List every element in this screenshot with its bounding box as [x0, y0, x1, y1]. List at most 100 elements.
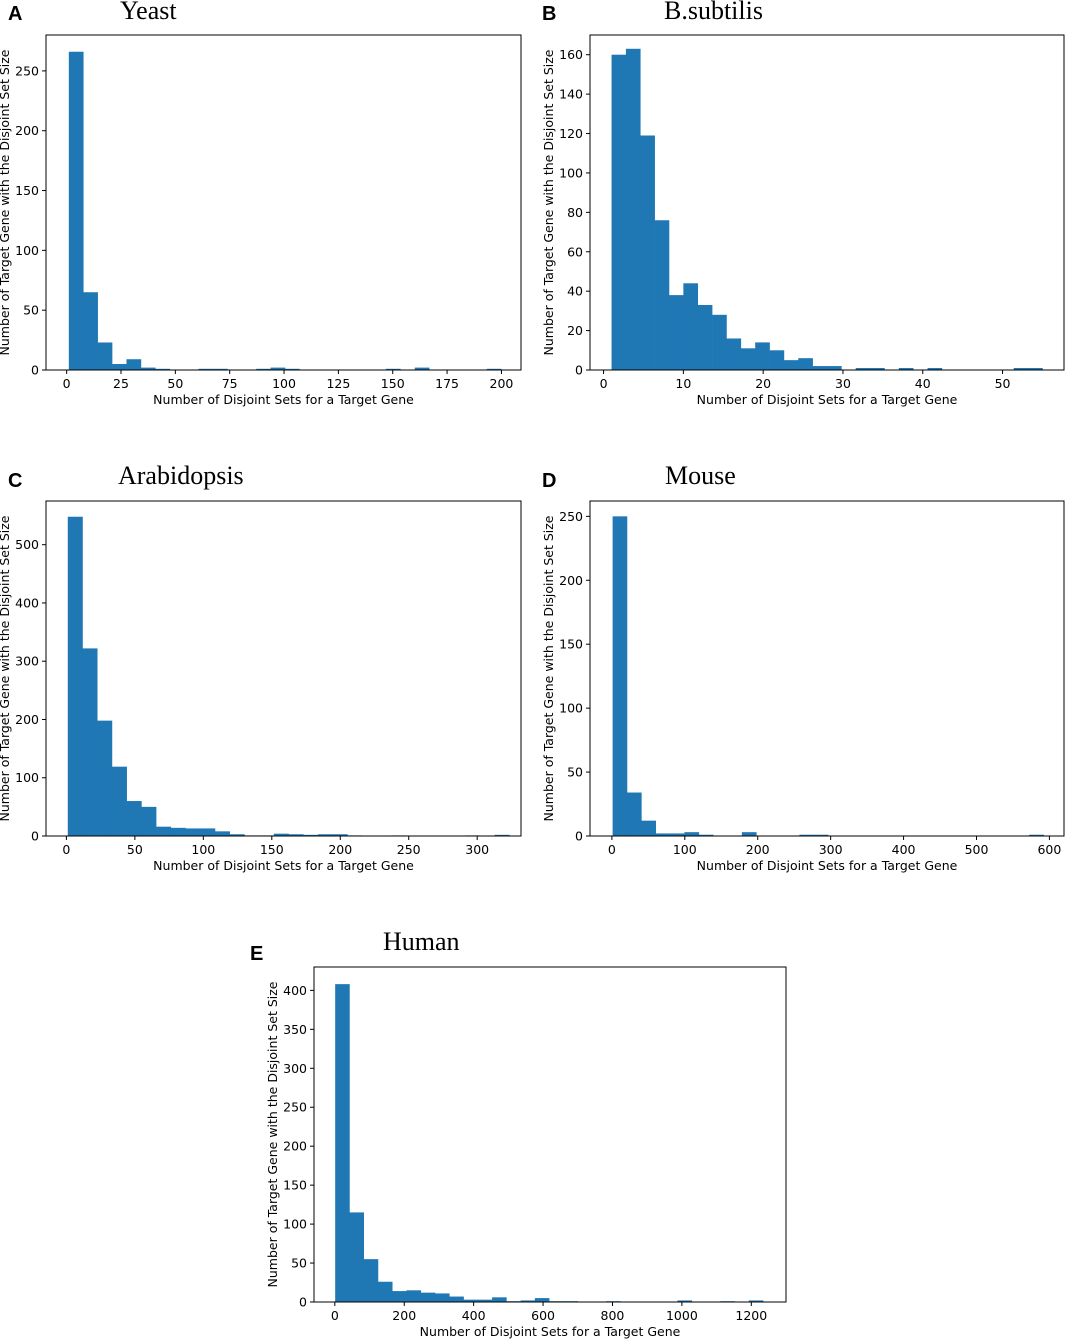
- panel-letter: E: [250, 943, 263, 965]
- x-axis-label: Number of Disjoint Sets for a Target Gen…: [697, 858, 958, 873]
- histogram-bar: [214, 831, 230, 836]
- histogram-bar: [198, 368, 214, 370]
- y-tick-label: 50: [567, 765, 583, 780]
- plot-frame: [45, 34, 522, 371]
- x-tick-label: 100: [673, 842, 697, 857]
- x-tick-label: 125: [326, 376, 350, 391]
- x-tick-label: 50: [995, 376, 1011, 391]
- x-tick-label: 500: [965, 842, 989, 857]
- histogram-bar: [748, 1300, 764, 1302]
- x-tick-label: 175: [435, 376, 459, 391]
- histogram-bar: [303, 834, 319, 836]
- histogram-bars: [611, 48, 1043, 371]
- x-tick-label: 10: [675, 376, 691, 391]
- y-tick-label: 400: [283, 983, 307, 998]
- histogram-bar: [534, 1298, 550, 1302]
- x-tick-label: 50: [127, 842, 143, 857]
- histogram-bar: [870, 368, 885, 370]
- histogram-bar: [392, 1291, 407, 1302]
- y-tick-label: 500: [15, 537, 39, 552]
- y-axis-label: Number of Target Gene with the Disjoint …: [0, 49, 12, 355]
- histogram-bar: [612, 516, 628, 836]
- histogram-bar: [697, 304, 713, 370]
- y-axis-label: Number of Target Gene with the Disjoint …: [541, 49, 556, 355]
- x-tick-label: 0: [600, 376, 608, 391]
- histogram-bar: [726, 338, 742, 370]
- y-tick-label: 100: [283, 1217, 307, 1232]
- y-axis-label: Number of Target Gene with the Disjoint …: [0, 515, 12, 821]
- histogram-bar: [463, 1299, 479, 1302]
- histogram-bar: [140, 367, 156, 370]
- histogram-bar: [677, 1300, 693, 1302]
- histogram-bar: [285, 368, 300, 370]
- y-axis-label: Number of Target Gene with the Disjoint …: [541, 515, 556, 821]
- x-tick-label: 1200: [735, 1308, 767, 1323]
- y-tick-label: 160: [559, 47, 583, 62]
- x-tick-label: 50: [167, 376, 183, 391]
- y-tick-label: 150: [283, 1178, 307, 1193]
- y-tick-label: 300: [15, 654, 39, 669]
- histogram-bar: [486, 368, 502, 370]
- histogram-bar: [683, 283, 699, 370]
- histogram-bar: [406, 1290, 422, 1302]
- y-tick-label: 120: [559, 126, 583, 141]
- x-tick-label: 25: [113, 376, 129, 391]
- y-tick-label: 350: [283, 1022, 307, 1037]
- y-tick-label: 200: [15, 123, 39, 138]
- histogram-bar: [67, 516, 83, 836]
- y-tick-label: 20: [567, 323, 583, 338]
- histogram-bar: [273, 833, 289, 836]
- y-tick-label: 100: [559, 701, 583, 716]
- histogram-bar: [126, 801, 142, 836]
- histogram-bar: [449, 1296, 464, 1302]
- histogram-bar: [740, 348, 756, 370]
- histogram-bar: [256, 368, 271, 370]
- y-tick-label: 60: [567, 244, 583, 259]
- histogram-bar: [377, 1281, 393, 1302]
- chart-panel-c: 0 50 100 150 200 250 3000100200300400500Number…: [0, 461, 522, 873]
- histogram-bar: [611, 54, 627, 371]
- histogram-bar: [1029, 834, 1044, 836]
- histogram-bar: [712, 314, 727, 370]
- histogram-bar: [477, 1299, 493, 1302]
- histogram-bar: [349, 1212, 364, 1302]
- histogram-bar: [670, 833, 685, 836]
- x-tick-label: 600: [1037, 842, 1061, 857]
- x-tick-label: 75: [222, 376, 238, 391]
- panel-title: B.subtilis: [664, 0, 763, 25]
- x-tick-label: 300: [465, 842, 489, 857]
- x-tick-label: 300: [819, 842, 843, 857]
- x-tick-label: 100: [272, 376, 296, 391]
- y-tick-label: 200: [283, 1139, 307, 1154]
- histogram-bar: [813, 834, 829, 836]
- histogram-bar: [288, 834, 304, 836]
- histogram-bar: [200, 828, 216, 836]
- histogram-bar: [155, 368, 171, 370]
- panel-title: Mouse: [665, 461, 736, 490]
- x-tick-label: 0: [63, 376, 71, 391]
- histogram-bar: [1013, 368, 1029, 370]
- chart-panel-a: 0 25 50 75 100 125 150 175 200050100150200250Num…: [0, 0, 522, 407]
- histogram-bar: [83, 292, 98, 370]
- histogram-bar: [812, 366, 828, 370]
- histogram-bars: [68, 51, 502, 370]
- histogram-bar: [741, 832, 757, 836]
- panel-letter: C: [8, 470, 22, 492]
- x-tick-label: 100: [191, 842, 215, 857]
- y-tick-label: 150: [15, 183, 39, 198]
- histogram-bar: [783, 360, 799, 370]
- histogram-bar: [669, 295, 684, 370]
- x-tick-label: 150: [260, 842, 284, 857]
- x-tick-label: 800: [601, 1308, 625, 1323]
- histogram-bar: [156, 826, 172, 836]
- histogram-bar: [212, 368, 228, 370]
- x-tick-label: 400: [462, 1308, 486, 1323]
- y-tick-label: 200: [559, 573, 583, 588]
- x-tick-label: 0: [608, 842, 616, 857]
- y-tick-label: 0: [575, 829, 583, 844]
- x-tick-label: 40: [915, 376, 931, 391]
- histogram-bar: [798, 358, 813, 370]
- histogram-bar: [898, 368, 914, 370]
